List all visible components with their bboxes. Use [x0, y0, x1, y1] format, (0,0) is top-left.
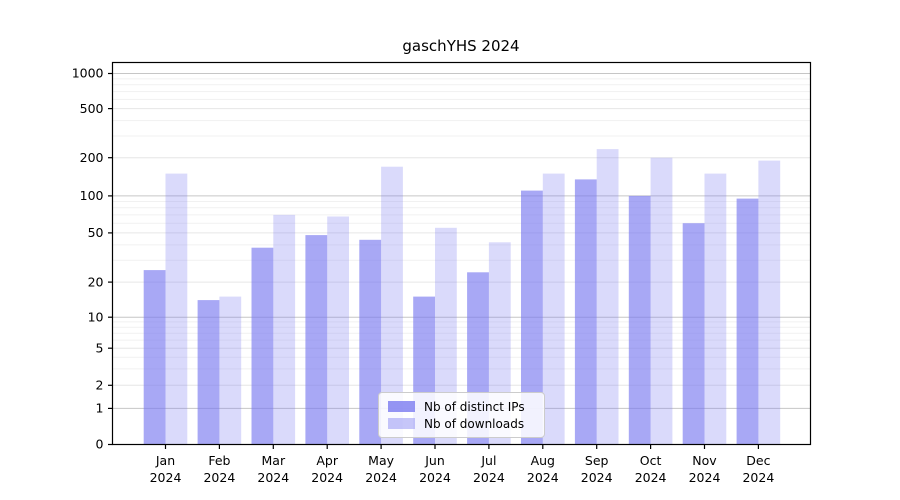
- bar-ips-jan: [143, 270, 166, 445]
- y-tick-label-10: 10: [88, 309, 104, 324]
- bar-ips-nov: [682, 223, 705, 445]
- x-tick-label-dec: Dec: [746, 453, 770, 468]
- y-tick-label-5: 5: [96, 340, 104, 355]
- bar-downloads-apr: [327, 216, 349, 445]
- y-tick-label-50: 50: [88, 225, 104, 240]
- x-tick-label-may: May: [368, 453, 394, 468]
- y-tick-label-2: 2: [96, 378, 104, 393]
- axes: [111, 61, 812, 446]
- x-tick-label-year-nov: 2024: [689, 470, 721, 485]
- x-tick-label-apr: Apr: [316, 453, 338, 468]
- bar-ips-feb: [197, 300, 220, 445]
- x-tick-label-nov: Nov: [692, 453, 717, 468]
- legend: Nb of distinct IPs Nb of downloads: [378, 392, 545, 438]
- y-tick-label-100: 100: [80, 188, 104, 203]
- legend-row: Nb of downloads: [388, 416, 534, 431]
- x-tick-label-year-sep: 2024: [581, 470, 613, 485]
- legend-row: Nb of distinct IPs: [388, 399, 534, 414]
- x-tick-label-oct: Oct: [640, 453, 662, 468]
- x-tick-label-jul: Jul: [480, 453, 496, 468]
- bar-downloads-feb: [219, 296, 242, 445]
- bars: [143, 149, 781, 445]
- bar-downloads-dec: [758, 160, 781, 445]
- x-tick-label-sep: Sep: [585, 453, 609, 468]
- bar-downloads-mar: [273, 214, 296, 445]
- x-tick-label-feb: Feb: [208, 453, 230, 468]
- bar-downloads-jan: [165, 173, 188, 445]
- bar-ips-oct: [628, 195, 651, 445]
- x-tick-label-year-dec: 2024: [742, 470, 774, 485]
- bar-downloads-oct: [650, 157, 673, 445]
- x-tick-label-jan: Jan: [155, 453, 175, 468]
- x-tick-label-year-feb: 2024: [203, 470, 235, 485]
- legend-label-downloads: Nb of downloads: [424, 416, 525, 431]
- bar-ips-sep: [574, 179, 597, 445]
- minor-gridlines: [112, 78, 811, 370]
- x-tick-label-jun: Jun: [424, 453, 445, 468]
- bar-ips-apr: [305, 235, 328, 445]
- legend-label-distinct-ips: Nb of distinct IPs: [424, 399, 525, 414]
- tick-marks: [108, 72, 760, 449]
- x-tick-label-year-jan: 2024: [150, 470, 182, 485]
- bar-ips-aug: [521, 190, 543, 445]
- chart-title: gaschYHS 2024: [402, 37, 520, 55]
- x-tick-label-year-apr: 2024: [311, 470, 343, 485]
- x-tick-label-year-may: 2024: [365, 470, 397, 485]
- bar-downloads-may: [381, 166, 403, 445]
- bar-ips-dec: [736, 198, 759, 445]
- x-tick-label-year-jul: 2024: [473, 470, 505, 485]
- tick-labels: 0 1 2 5 10 20 50 100 200 500 1000 Jan 2024 Feb 2024 Mar…: [72, 66, 775, 485]
- x-tick-label-year-oct: 2024: [635, 470, 667, 485]
- bar-downloads-nov: [704, 173, 727, 445]
- bar-downloads-aug: [542, 173, 565, 445]
- y-tick-label-500: 500: [80, 101, 104, 116]
- x-tick-label-year-mar: 2024: [257, 470, 289, 485]
- y-tick-label-1: 1: [96, 401, 104, 416]
- bar-ips-may: [359, 239, 382, 445]
- y-tick-label-1000: 1000: [72, 66, 104, 81]
- y-tick-label-20: 20: [88, 274, 104, 289]
- legend-swatch-distinct-ips: [388, 401, 415, 412]
- bar-downloads-jun: [435, 227, 457, 445]
- x-tick-label-aug: Aug: [531, 453, 555, 468]
- x-tick-label-year-jun: 2024: [419, 470, 451, 485]
- bar-ips-mar: [251, 247, 274, 445]
- legend-swatch-downloads: [388, 418, 415, 429]
- x-tick-label-mar: Mar: [262, 453, 286, 468]
- plot-border: [111, 61, 812, 446]
- bar-downloads-sep: [596, 149, 619, 445]
- y-tick-label-200: 200: [80, 150, 104, 165]
- x-tick-label-year-aug: 2024: [527, 470, 559, 485]
- y-tick-label-0: 0: [96, 437, 104, 452]
